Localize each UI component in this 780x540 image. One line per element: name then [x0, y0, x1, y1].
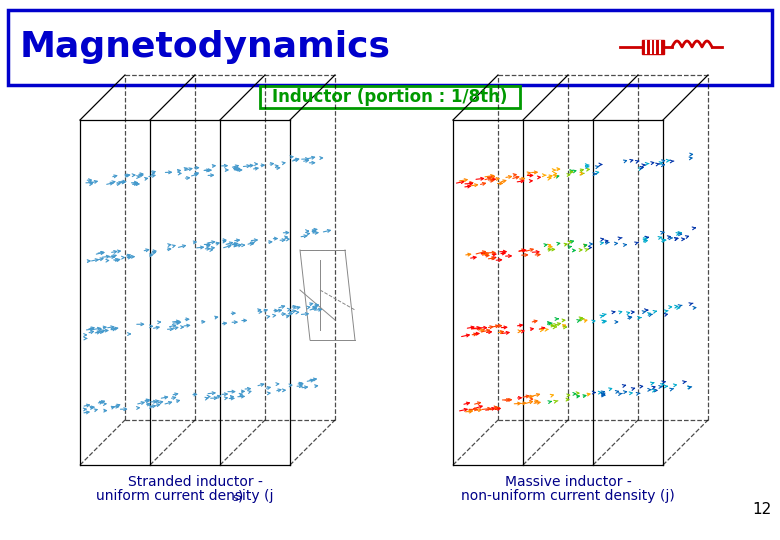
Text: ): ) [239, 489, 243, 503]
Text: Stranded inductor -: Stranded inductor - [128, 475, 262, 489]
Text: Inductor (portion : 1/8th): Inductor (portion : 1/8th) [272, 88, 508, 106]
Bar [642, 40, 664, 54]
Text: non-uniform current density (j): non-uniform current density (j) [461, 489, 675, 503]
Bar [8, 10, 772, 85]
Text: s: s [232, 493, 238, 503]
Text: uniform current density (j: uniform current density (j [96, 489, 274, 503]
Text: Massive inductor -: Massive inductor - [505, 475, 631, 489]
Text: 12: 12 [753, 503, 771, 517]
Text: Magnetodynamics: Magnetodynamics [20, 30, 391, 64]
Bar [260, 86, 520, 108]
